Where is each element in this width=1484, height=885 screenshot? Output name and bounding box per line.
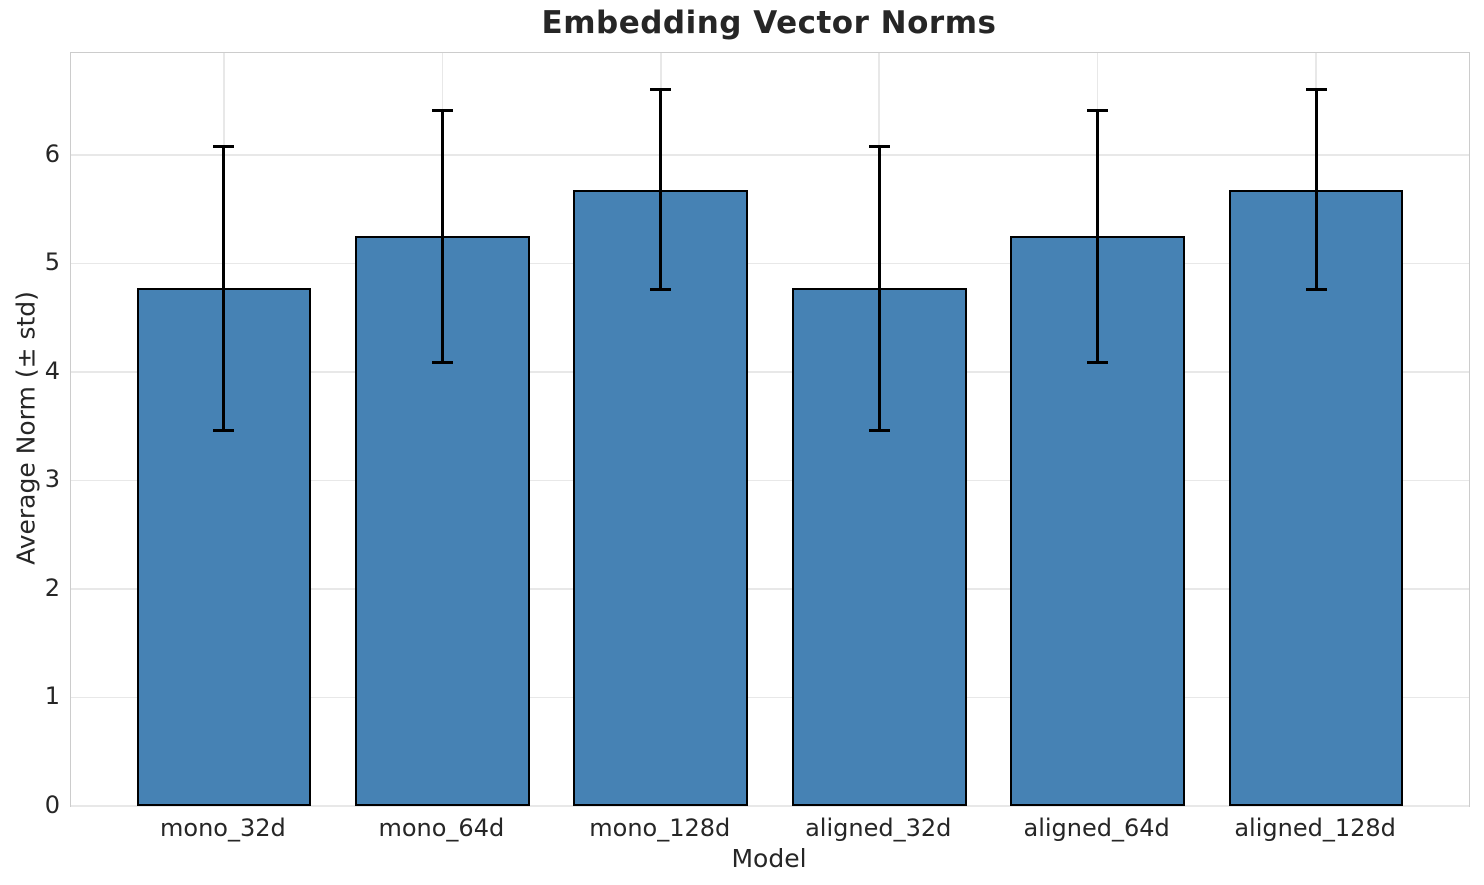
y-tick-label: 5 bbox=[44, 248, 60, 277]
chart-title: Embedding Vector Norms bbox=[541, 5, 997, 41]
y-tick-label: 3 bbox=[44, 465, 60, 494]
error-bar-cap-top bbox=[650, 88, 672, 92]
y-tick-label: 4 bbox=[44, 356, 60, 385]
error-bar-cap-bottom bbox=[213, 429, 235, 433]
error-bar-line bbox=[1096, 110, 1100, 363]
gridline-horizontal bbox=[71, 805, 1469, 807]
x-axis-label: Model bbox=[731, 844, 807, 873]
error-bar-cap-top bbox=[1087, 109, 1109, 112]
y-tick-label: 0 bbox=[44, 791, 60, 819]
error-bar-line bbox=[877, 146, 881, 431]
x-tick-label: mono_64d bbox=[378, 814, 505, 842]
x-tick-label: mono_32d bbox=[160, 814, 286, 842]
error-bar-cap-bottom bbox=[650, 288, 672, 292]
gridline-horizontal bbox=[71, 262, 1469, 265]
error-bar-line bbox=[1314, 89, 1318, 290]
error-bar-cap-bottom bbox=[431, 360, 453, 364]
error-bar-line bbox=[659, 89, 663, 290]
gridline-horizontal bbox=[71, 371, 1469, 373]
gridline-horizontal bbox=[71, 479, 1469, 482]
y-tick-label: 1 bbox=[44, 682, 60, 711]
bar-mono_128d bbox=[573, 189, 749, 806]
y-tick-label: 2 bbox=[44, 573, 60, 602]
gridline-horizontal bbox=[71, 696, 1469, 699]
error-bar-cap-bottom bbox=[1305, 288, 1327, 292]
gridline-horizontal bbox=[71, 154, 1469, 156]
y-tick-label: 6 bbox=[44, 139, 60, 168]
x-tick-label: aligned_64d bbox=[1023, 814, 1170, 842]
error-bar-cap-top bbox=[431, 109, 453, 112]
plot-area bbox=[70, 52, 1470, 807]
error-bar-cap-top bbox=[868, 144, 890, 148]
x-tick-label: aligned_128d bbox=[1234, 814, 1396, 842]
error-bar-cap-top bbox=[213, 144, 235, 148]
error-bar-cap-bottom bbox=[868, 429, 890, 433]
error-bar-cap-bottom bbox=[1087, 360, 1109, 364]
error-bar-cap-top bbox=[1305, 88, 1327, 92]
x-tick-label: aligned_32d bbox=[805, 814, 952, 842]
error-bar-line bbox=[222, 146, 226, 431]
x-tick-label: mono_128d bbox=[589, 814, 731, 842]
error-bar-line bbox=[440, 110, 444, 363]
y-axis-label: Average Norm (± std) bbox=[11, 291, 41, 565]
gridline-horizontal bbox=[71, 588, 1469, 590]
